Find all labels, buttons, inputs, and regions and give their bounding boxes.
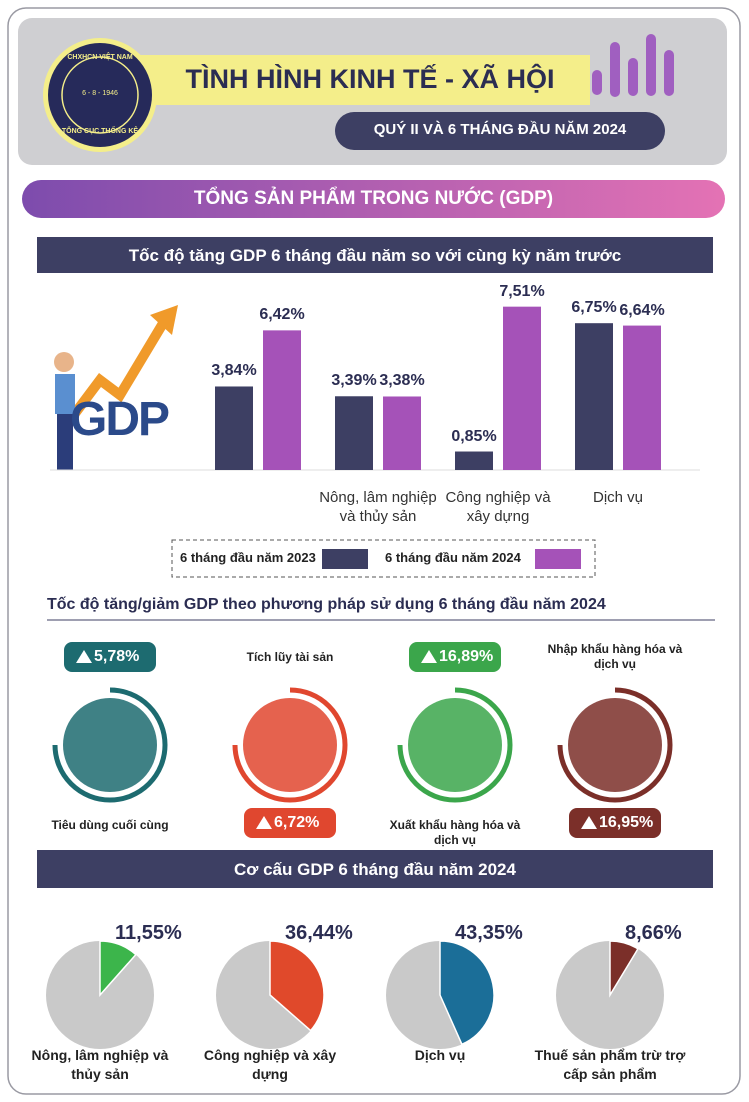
badge-value: 5,78%: [94, 648, 140, 665]
category-label: Nông, lâm nghiệp và thủy sản: [319, 489, 437, 525]
bar: [335, 396, 373, 470]
logo-text: TỔNG CỤC THỐNG KÊ: [61, 128, 139, 135]
title: TÌNH HÌNH KINH TẾ - XÃ HỘI: [185, 64, 555, 94]
logo: [48, 43, 152, 147]
cycle-arrow: [557, 687, 673, 803]
section-title: TỔNG SẢN PHẨM TRONG NƯỚC (GDP): [193, 188, 554, 209]
legend-label: 6 tháng đầu năm 2023: [180, 550, 316, 565]
growth-arrow: [54, 305, 178, 470]
category-label: Dịch vụ: [592, 489, 644, 506]
pie-slice: [439, 940, 495, 1046]
section-subtitle: Tốc độ tăng/giảm GDP theo phương pháp sử…: [47, 596, 606, 613]
value-label: 7,51%: [499, 282, 545, 300]
badge: [244, 808, 336, 838]
bar: [383, 396, 421, 470]
legend-box: [171, 539, 596, 578]
chart-title-band: [37, 237, 713, 273]
cycle-arrow: [52, 687, 168, 803]
pie-slice: [99, 940, 137, 997]
section-pill: [22, 180, 725, 218]
up-triangle: [256, 816, 272, 829]
up-triangle: [581, 816, 597, 829]
badge-value: 16,95%: [599, 814, 654, 831]
title-band: [120, 55, 590, 105]
bar: [215, 386, 253, 470]
chart-title: Tốc độ tăng GDP 6 tháng đầu năm so với c…: [128, 246, 622, 265]
indicator-label: Tiêu dùng cuối cùng: [51, 818, 169, 832]
logo-text: CHXHCN VIỆT NAM: [67, 54, 133, 61]
badge: [64, 642, 156, 672]
bar: [575, 323, 613, 470]
pie-value: 43,35%: [455, 922, 523, 944]
pie-label: Nông, lâm nghiệp và thủy sản: [31, 1047, 169, 1082]
bar-icon: [592, 34, 674, 97]
bar: [263, 330, 301, 470]
pie-slice: [269, 940, 325, 1032]
subtitle: QUÝ II VÀ 6 THÁNG ĐẦU NĂM 2024: [373, 121, 627, 138]
subtitle-pill: [335, 112, 665, 150]
pie-value: 36,44%: [285, 922, 353, 944]
cycle-arrow: [232, 687, 348, 803]
pie-value: 8,66%: [625, 922, 682, 944]
badge: [569, 808, 661, 838]
logo-inner: [61, 56, 139, 134]
icon-disc: [243, 698, 337, 792]
pie-label: Thuế sản phẩm trừ trợ cấp sản phẩm: [534, 1047, 686, 1082]
indicator-label: Nhập khẩu hàng hóa và dịch vụ: [547, 642, 683, 671]
pie-value: 11,55%: [115, 922, 182, 944]
value-label: 3,39%: [331, 372, 377, 390]
legend-swatch: [322, 549, 368, 569]
legend-swatch: [535, 549, 581, 569]
logo-date: 6 - 8 - 1946: [82, 90, 118, 97]
pie-slice: [609, 940, 639, 998]
pie-label: Công nghiệp và xây dựng: [203, 1047, 337, 1082]
value-label: 3,84%: [211, 362, 257, 380]
pie-label: Dịch vụ: [414, 1047, 466, 1063]
chart-title: Cơ cấu GDP 6 tháng đầu năm 2024: [234, 860, 516, 879]
value-label: 0,85%: [451, 427, 497, 445]
indicator-label: Xuất khẩu hàng hóa và dịch vụ: [389, 818, 521, 847]
badge: [409, 642, 501, 672]
badge-value: 16,89%: [439, 648, 494, 665]
legend-label: 6 tháng đầu năm 2024: [385, 550, 521, 565]
value-label: 6,75%: [571, 299, 617, 317]
pie-title-band: [37, 850, 713, 888]
icon-disc: [408, 698, 502, 792]
indicator-label: Tích lũy tài sản: [246, 650, 334, 664]
annotation: GDP: [70, 393, 170, 446]
icon-disc: [568, 698, 662, 792]
value-label: 6,64%: [619, 301, 665, 319]
up-triangle: [76, 650, 92, 663]
value-label: 3,38%: [379, 372, 425, 390]
up-triangle: [421, 650, 437, 663]
cycle-arrow: [397, 687, 513, 803]
frame: [7, 7, 741, 1095]
category-label: Công nghiệp và xây dựng: [445, 489, 551, 525]
bar: [503, 306, 541, 470]
bar: [455, 451, 493, 470]
value-label: 6,42%: [259, 306, 305, 324]
bar: [623, 325, 661, 470]
icon-disc: [63, 698, 157, 792]
badge-value: 6,72%: [274, 814, 320, 831]
